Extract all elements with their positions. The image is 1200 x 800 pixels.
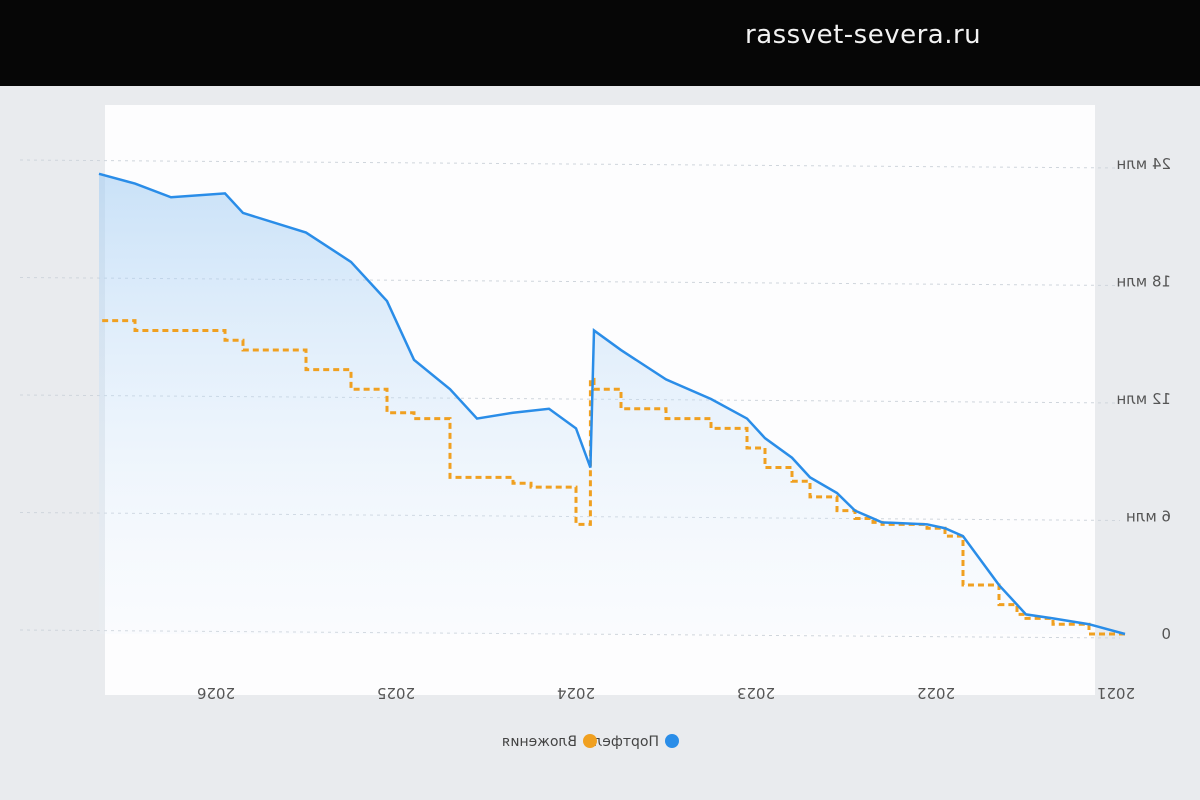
x-tick-label: 2025 (377, 684, 415, 702)
legend-dot-invested (583, 734, 597, 748)
portfolio-area (99, 173, 1125, 634)
x-tick-label: 2022 (917, 684, 955, 702)
y-tick-label: 0 (1161, 625, 1171, 643)
x-tick-label: 2021 (1097, 684, 1135, 702)
legend-item-invested: Вложения (502, 734, 597, 750)
legend-label-portfolio: Портфель (585, 734, 659, 750)
chart-photo: 24 млн 18 млн 12 млн 6 млн 0 2026 2025 2024 202… (0, 86, 1200, 800)
x-axis-ticks: 2026 2025 2024 2023 2022 2021 (197, 684, 1135, 702)
x-tick-label: 2026 (197, 684, 235, 702)
portfolio-series-line (98, 172, 1126, 636)
y-tick-label: 6 млн (1126, 508, 1171, 526)
invested-series-line (99, 319, 1125, 636)
legend-label-invested: Вложения (502, 734, 577, 750)
y-tick-label: 12 млн (1116, 390, 1171, 408)
x-tick-label: 2024 (557, 684, 595, 702)
x-tick-label: 2023 (737, 684, 775, 702)
legend: Портфель Вложения (502, 734, 679, 750)
legend-dot-portfolio (665, 734, 679, 748)
legend-item-portfolio: Портфель (585, 734, 679, 750)
y-axis-ticks: 24 млн 18 млн 12 млн 6 млн 0 (1116, 155, 1171, 643)
y-tick-label: 24 млн (1116, 155, 1171, 173)
watermark-text: rassvet-severa.ru (745, 20, 982, 50)
grid-line (19, 159, 1121, 169)
y-tick-label: 18 млн (1116, 273, 1171, 291)
